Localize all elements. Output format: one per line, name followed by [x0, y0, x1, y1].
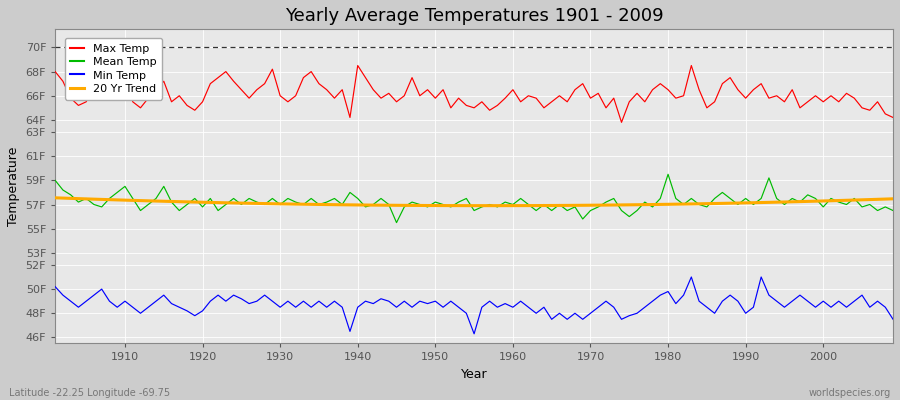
Legend: Max Temp, Mean Temp, Min Temp, 20 Yr Trend: Max Temp, Mean Temp, Min Temp, 20 Yr Tre… — [65, 38, 162, 100]
Y-axis label: Temperature: Temperature — [7, 147, 20, 226]
Text: Latitude -22.25 Longitude -69.75: Latitude -22.25 Longitude -69.75 — [9, 388, 170, 398]
Text: worldspecies.org: worldspecies.org — [809, 388, 891, 398]
Title: Yearly Average Temperatures 1901 - 2009: Yearly Average Temperatures 1901 - 2009 — [284, 7, 663, 25]
X-axis label: Year: Year — [461, 368, 488, 381]
